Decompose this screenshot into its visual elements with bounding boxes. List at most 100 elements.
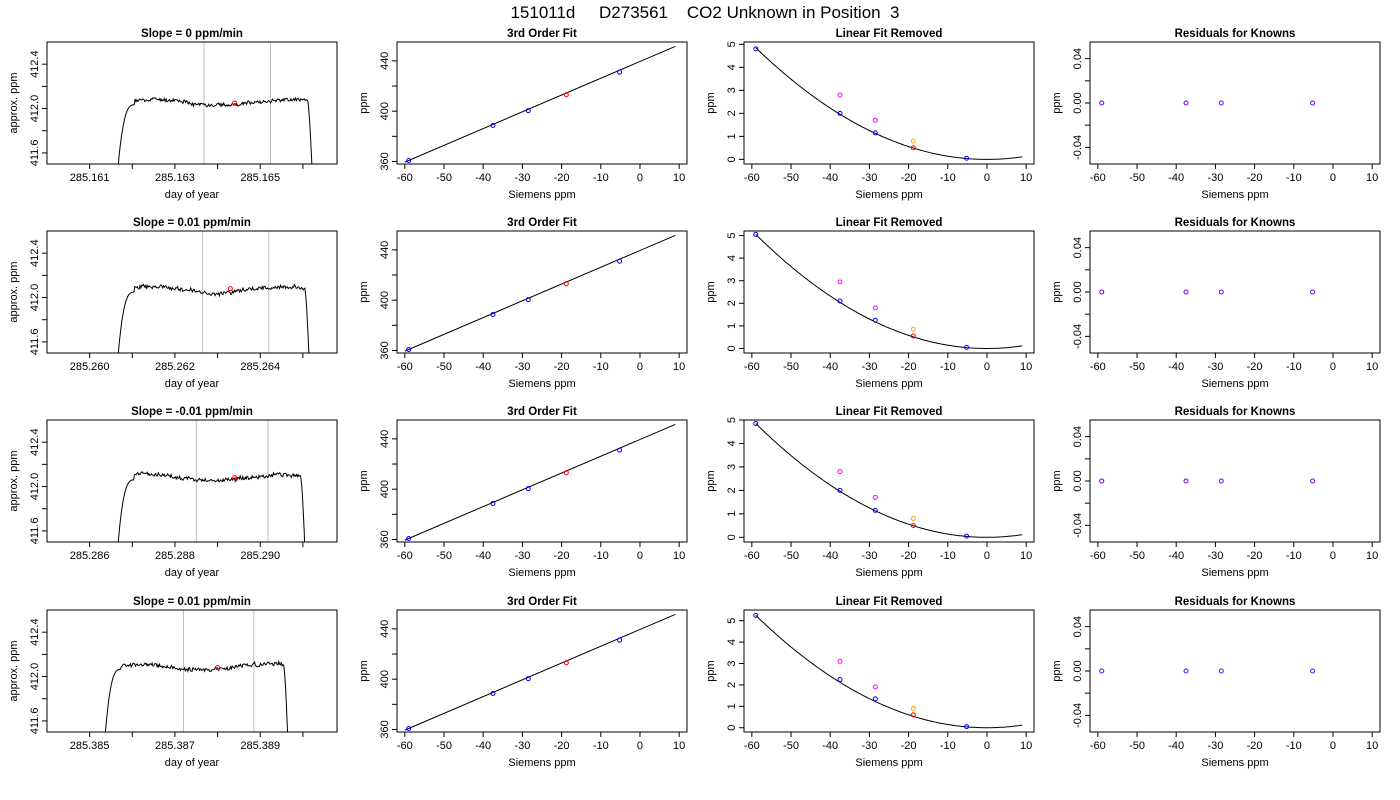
residual-point	[1183, 478, 1189, 484]
known-point	[617, 258, 623, 264]
residual-point	[1218, 289, 1224, 295]
y-tick-label: 0	[726, 345, 738, 351]
y-tick-label: 0.04	[1072, 48, 1084, 69]
x-tick-label: -30	[514, 361, 530, 373]
orange-point	[910, 138, 916, 144]
panel-title: 3rd Order Fit	[507, 596, 577, 608]
x-tick-label: -10	[593, 172, 609, 184]
y-tick-label: -0.04	[1072, 324, 1084, 349]
y-tick-label: 4	[726, 639, 738, 645]
panel-r1c4: Residuals for Knowns -60 -50 -40 -30 -20 -10 0 1…	[1051, 28, 1381, 201]
x-tick-label: 285.385	[70, 740, 110, 752]
y-tick-label: 3	[726, 278, 738, 284]
panel-title: Residuals for Knowns	[1175, 406, 1296, 418]
x-tick-label: 10	[1366, 550, 1378, 562]
y-axis-label: ppm	[1051, 660, 1063, 681]
x-tick-label: -60	[744, 550, 760, 562]
unknown-marker	[215, 665, 221, 671]
known-point	[525, 676, 531, 682]
y-tick-label: 411.6	[29, 518, 41, 545]
y-tick-label: 412.4	[29, 239, 41, 267]
magenta-point	[872, 117, 878, 123]
plot-content	[753, 46, 1023, 161]
x-tick-label: 0	[1330, 740, 1336, 752]
plot-frame	[743, 41, 1035, 165]
x-tick-label: -10	[940, 172, 956, 184]
x-tick-label: 10	[673, 550, 685, 562]
x-tick-label: -30	[861, 740, 877, 752]
fit-curve	[755, 47, 1023, 160]
x-tick-label: -20	[1247, 172, 1263, 184]
plot-content	[404, 45, 676, 163]
y-tick-label: 412.0	[29, 284, 41, 312]
fit-line	[404, 45, 676, 163]
x-tick-label: -30	[1207, 550, 1223, 562]
panel-r1c2: 3rd Order Fit -60 -50 -40 -30 -20 -10 0 10 360 400…	[358, 28, 688, 201]
y-tick-label: 440	[379, 620, 391, 638]
x-axis-label: Siemens ppm	[855, 189, 922, 201]
panel-r1c1: Slope = 0 ppm/min 285.161 285.163 285.165 41…	[8, 28, 338, 201]
panel-r4c1: Slope = 0.01 ppm/min 285.385 285.387 285.38…	[8, 596, 338, 769]
unknown-point	[910, 523, 916, 529]
x-tick-label: -60	[744, 740, 760, 752]
x-tick-label: 10	[1020, 361, 1032, 373]
plot-frame	[1089, 41, 1381, 165]
x-tick-label: -60	[397, 361, 413, 373]
x-axis-label: Siemens ppm	[1201, 189, 1268, 201]
y-tick-label: 1	[726, 133, 738, 139]
plot-frame	[1089, 230, 1381, 354]
x-tick-label: 10	[1020, 740, 1032, 752]
y-tick-label: -0.04	[1072, 135, 1084, 160]
y-tick-label: 0.00	[1072, 92, 1084, 113]
x-tick-label: -10	[593, 740, 609, 752]
fit-line	[404, 234, 676, 352]
x-tick-label: 285.260	[70, 361, 110, 373]
x-tick-label: -30	[514, 550, 530, 562]
x-tick-label: 285.161	[70, 172, 110, 184]
x-tick-label: -40	[822, 361, 838, 373]
y-tick-label: 2	[726, 682, 738, 688]
x-tick-label: 10	[673, 361, 685, 373]
known-point	[753, 231, 759, 237]
y-tick-label: 360	[379, 341, 391, 359]
panel-title: 3rd Order Fit	[507, 28, 577, 40]
unknown-point	[563, 92, 569, 98]
plot-frame	[46, 419, 338, 543]
known-point	[490, 123, 496, 129]
x-tick-label: 285.264	[240, 361, 280, 373]
panel-r1c3: Linear Fit Removed -60 -50 -40 -30 -20 -10 0 10 0…	[705, 28, 1035, 201]
x-tick-label: -50	[436, 550, 452, 562]
y-axis-label: ppm	[358, 660, 370, 681]
y-tick-label: 440	[379, 241, 391, 259]
residual-point	[1183, 289, 1189, 295]
residual-point	[1310, 668, 1316, 674]
x-tick-label: 0	[984, 361, 990, 373]
figure-title: 151011d D273561 CO2 Unknown in Position …	[510, 3, 899, 22]
plot-content	[753, 231, 1023, 350]
x-axis-label: day of year	[165, 189, 220, 201]
plot-content	[404, 423, 676, 541]
x-tick-label: -20	[901, 740, 917, 752]
y-tick-label: 2	[726, 487, 738, 493]
x-tick-label: 10	[1366, 361, 1378, 373]
x-tick-label: -40	[475, 361, 491, 373]
y-tick-label: -0.04	[1072, 513, 1084, 538]
y-tick-label: 400	[379, 480, 391, 498]
x-tick-label: 0	[637, 172, 643, 184]
x-tick-label: -30	[514, 172, 530, 184]
y-tick-label: 1	[726, 511, 738, 517]
y-tick-label: 5	[726, 232, 738, 238]
plot-frame	[396, 230, 688, 354]
residual-point	[1183, 100, 1189, 106]
panel-title: Slope = 0.01 ppm/min	[133, 217, 251, 229]
x-tick-label: -30	[514, 740, 530, 752]
x-tick-label: 10	[673, 172, 685, 184]
x-tick-label: -10	[1286, 740, 1302, 752]
fit-line	[404, 423, 676, 541]
x-tick-label: 10	[1366, 740, 1378, 752]
residual-point	[1183, 668, 1189, 674]
x-axis-label: day of year	[165, 567, 220, 579]
panel-r2c1: Slope = 0.01 ppm/min 285.260 285.262 285.26…	[8, 217, 338, 390]
x-tick-label: -40	[1168, 172, 1184, 184]
panel-title: Linear Fit Removed	[836, 596, 943, 608]
